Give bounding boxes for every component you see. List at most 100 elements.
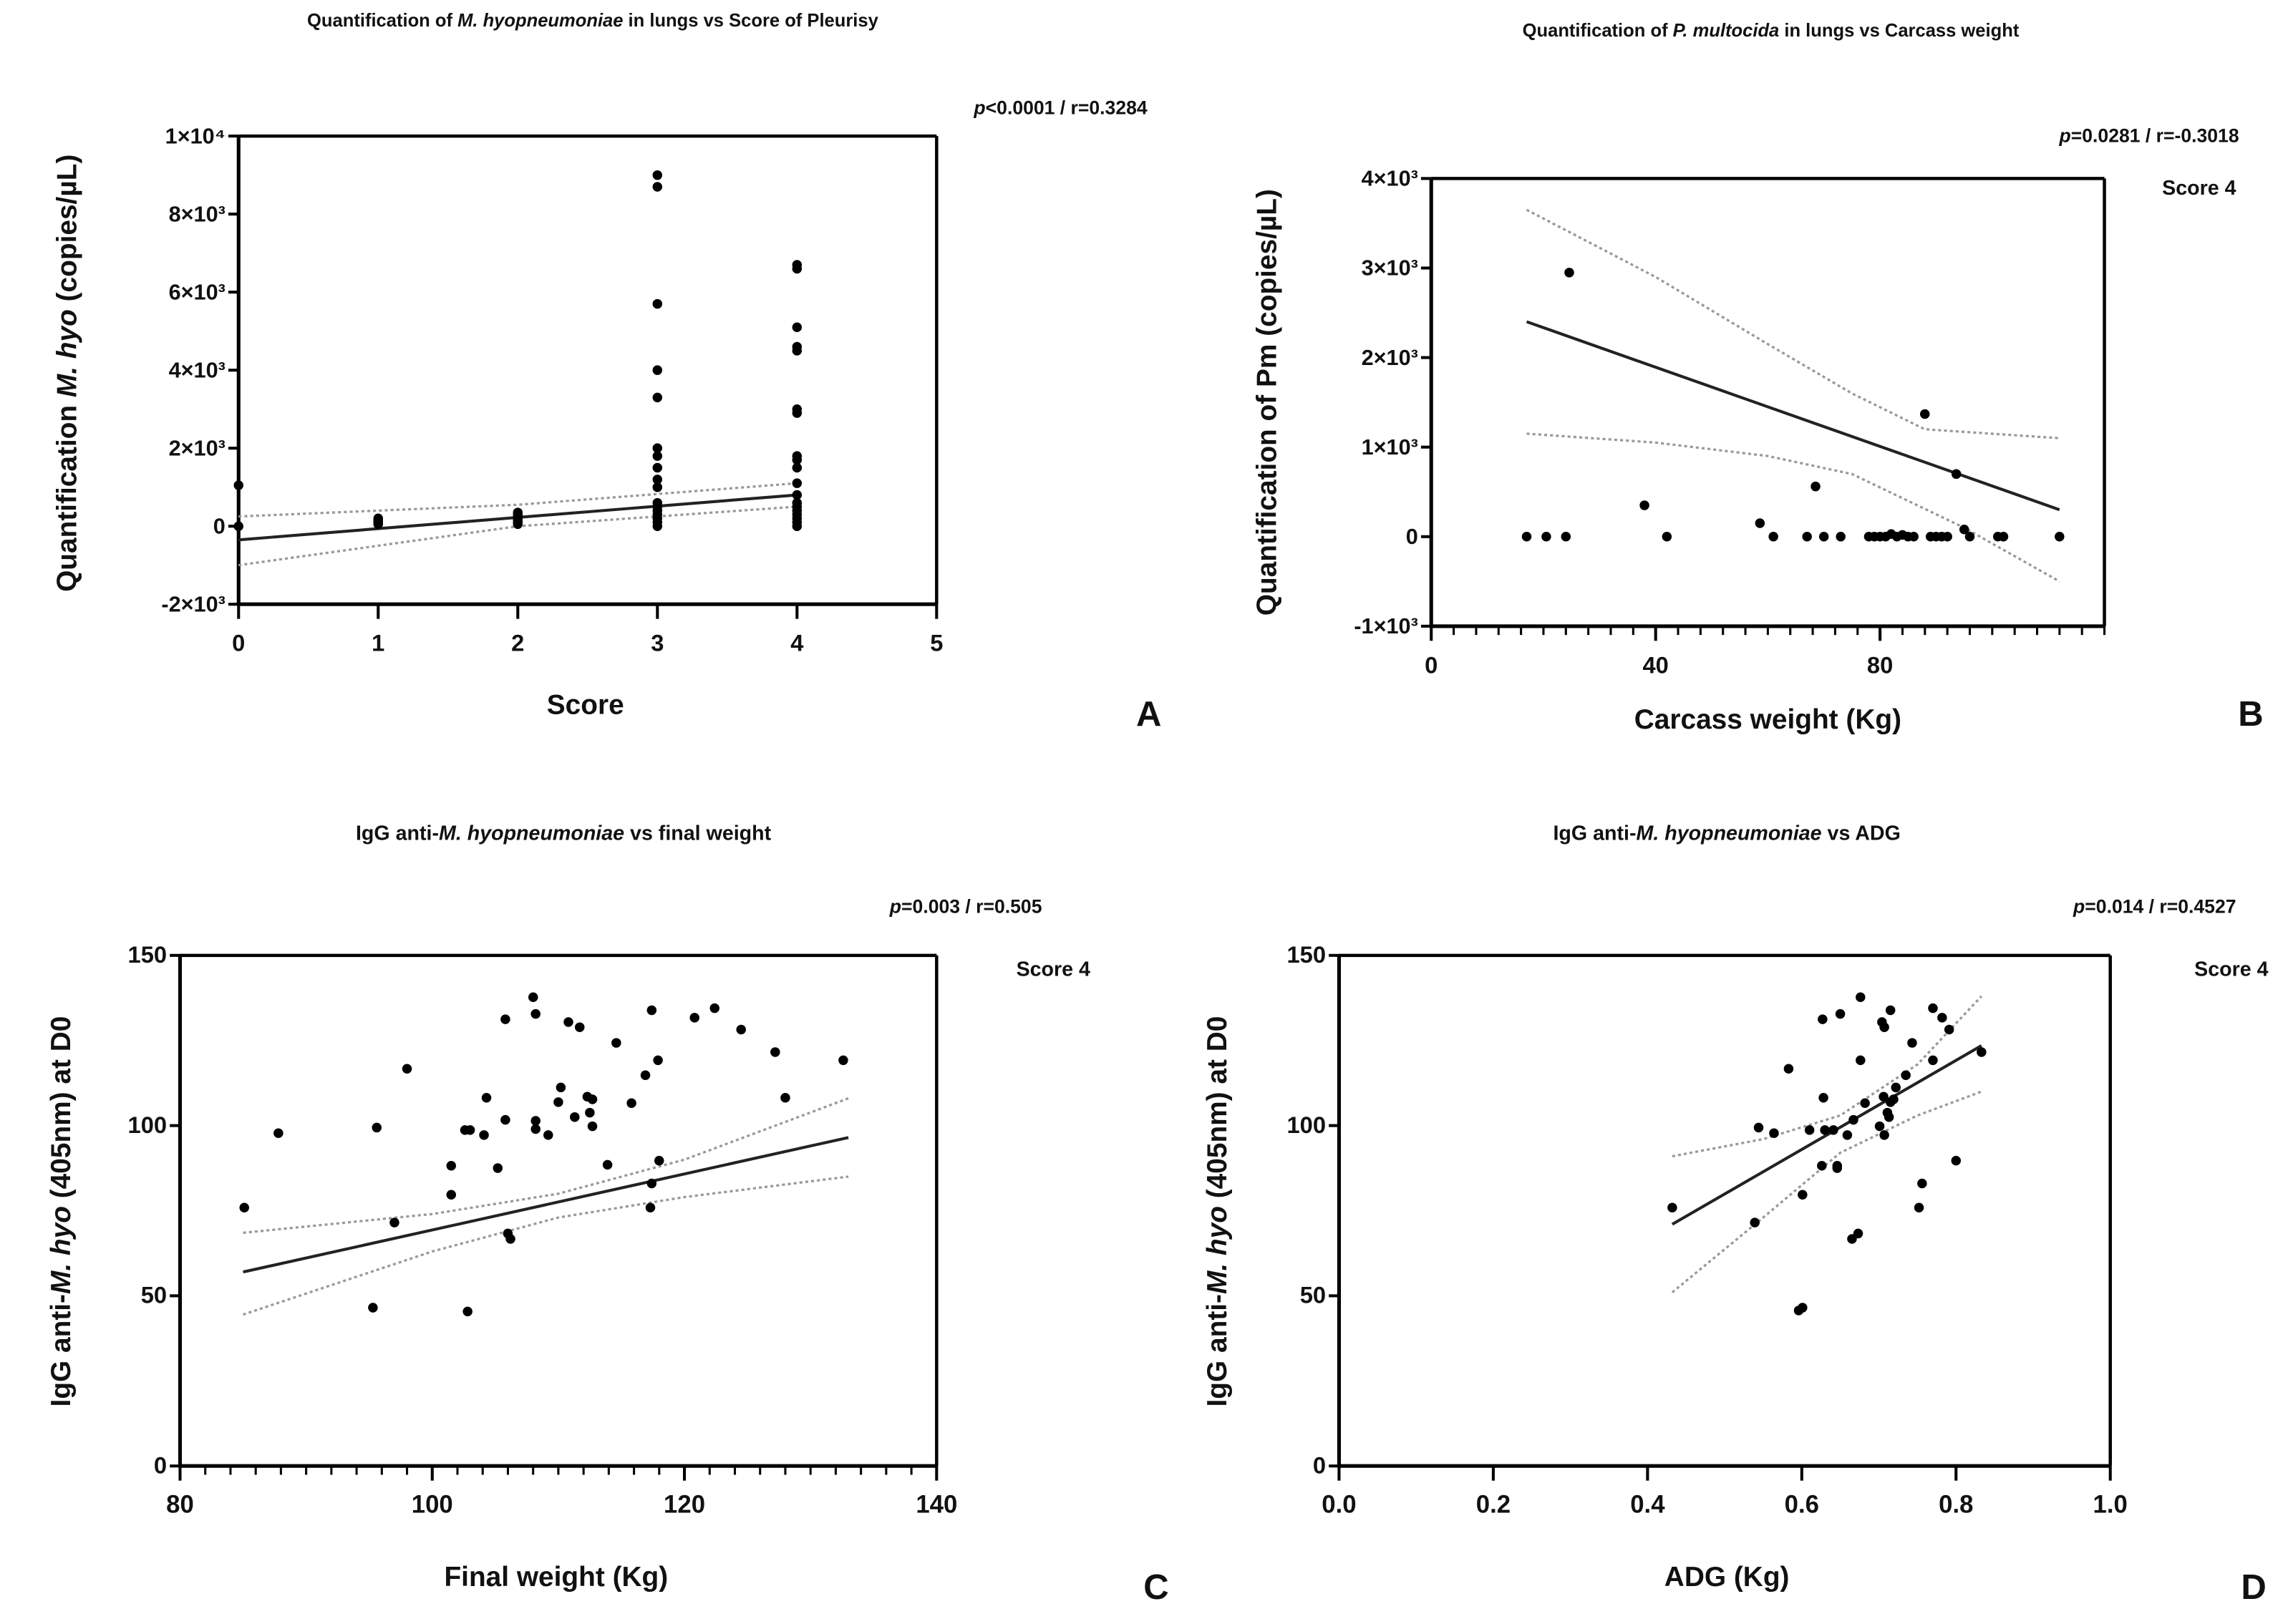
data-point (736, 1024, 746, 1035)
data-point (373, 513, 384, 523)
x-tick-label: 1 (372, 630, 384, 656)
data-point (1820, 1125, 1830, 1135)
data-point (1817, 1161, 1827, 1171)
data-point (1667, 1202, 1677, 1212)
y-axis-label: IgG anti-M. hyo (405nm) at D0 (46, 1016, 77, 1407)
data-point (1951, 1155, 1962, 1166)
y-tick-label: 150 (128, 941, 168, 968)
y-tick-label: 2×10³ (1362, 346, 1418, 370)
chart-title: Quantification of M. hyopneumoniae in lu… (307, 11, 879, 31)
y-tick-label: 100 (1287, 1112, 1327, 1138)
data-point (530, 1124, 541, 1134)
data-point (587, 1094, 598, 1104)
data-point (1907, 1038, 1917, 1048)
text-span: Final weight (Kg) (444, 1562, 668, 1593)
data-point (1901, 1070, 1911, 1080)
regression-line (243, 1136, 849, 1274)
data-point (1959, 525, 1969, 535)
data-point (273, 1128, 283, 1138)
data-point (1802, 532, 1812, 542)
x-tick-label: 120 (664, 1492, 705, 1519)
panel-d-chart: IgG anti-M. hyopneumoniae vs ADGp=0.014 … (1202, 822, 2269, 1607)
data-point (652, 497, 663, 508)
data-point (1889, 1094, 1899, 1104)
data-point (543, 1130, 553, 1140)
data-point (553, 1097, 563, 1107)
data-point (233, 521, 244, 532)
panel-c-chart: IgG anti-M. hyopneumoniae vs final weigh… (46, 822, 1168, 1607)
data-point (1768, 532, 1778, 542)
text-span: IgG anti- (356, 822, 439, 845)
data-point (652, 298, 663, 309)
panel-a-chart: Quantification of M. hyopneumoniae in lu… (52, 11, 1161, 734)
data-point (1879, 1091, 1889, 1102)
text-span: M. hyopneumoniae (439, 822, 624, 845)
data-point (652, 475, 663, 485)
data-point (513, 507, 523, 517)
x-axis-label: Final weight (Kg) (444, 1562, 668, 1593)
data-point (1818, 1092, 1828, 1103)
data-point (1783, 1064, 1794, 1074)
data-point (1835, 1008, 1846, 1019)
panel-b-chart: Quantification of P. multocida in lungs … (1252, 21, 2264, 735)
data-point (792, 462, 803, 473)
text-span: p (973, 97, 985, 118)
data-point (446, 1161, 457, 1171)
data-point (1885, 1005, 1896, 1016)
data-point (528, 992, 538, 1003)
x-axis-label: Carcass weight (Kg) (1634, 704, 1901, 735)
data-point (626, 1098, 636, 1109)
stats-label: p<0.0001 / r=0.3284 (973, 97, 1147, 118)
data-point (1951, 469, 1962, 480)
data-point (1798, 1303, 1808, 1313)
data-point (1828, 1125, 1838, 1135)
data-point (792, 260, 803, 270)
data-point (505, 1234, 515, 1244)
data-point (792, 322, 803, 333)
data-point (1541, 532, 1551, 542)
y-tick-label: 1×10⁴ (165, 124, 226, 148)
data-point (1874, 1121, 1885, 1132)
data-point (1917, 1178, 1927, 1189)
data-point (1804, 1125, 1815, 1135)
ci-lower-line (243, 1175, 849, 1316)
data-point (770, 1047, 780, 1057)
stats-label: p=0.003 / r=0.505 (889, 896, 1042, 918)
data-point (575, 1022, 585, 1032)
data-point (1753, 1122, 1764, 1133)
data-point (563, 1017, 573, 1027)
text-span: Quantification of (307, 11, 457, 31)
data-point (239, 1202, 249, 1212)
data-point (1884, 1112, 1894, 1122)
y-tick-label: 4×10³ (1362, 167, 1418, 191)
data-point (372, 1122, 382, 1133)
chart-title: IgG anti-M. hyopneumoniae vs final weigh… (356, 822, 772, 845)
data-point (233, 480, 244, 490)
ci-upper-line (1526, 208, 2060, 439)
chart-title: IgG anti-M. hyopneumoniae vs ADG (1553, 822, 1900, 845)
data-point (1842, 1130, 1853, 1140)
data-point (530, 1116, 541, 1126)
y-tick-label: 2×10³ (169, 436, 226, 460)
text-span: M. hyo (1202, 1206, 1233, 1294)
regression-line (1671, 1044, 1982, 1226)
data-point (652, 170, 663, 180)
text-span: vs ADG (1822, 822, 1901, 845)
data-point (654, 1155, 664, 1166)
text-span: (405nm) at D0 (1202, 1016, 1233, 1206)
data-point (1818, 532, 1829, 542)
data-point (1750, 1217, 1760, 1227)
data-point (646, 1005, 657, 1016)
text-span: in lungs vs Carcass weight (1779, 21, 2020, 41)
y-tick-label: 50 (141, 1282, 167, 1308)
y-axis-label: Quantification M. hyo (copies/µL) (52, 155, 82, 592)
data-point (556, 1082, 566, 1093)
x-tick-label: 5 (930, 630, 943, 656)
text-span: (405nm) at D0 (46, 1016, 77, 1206)
x-tick-label: 4 (790, 630, 803, 656)
data-point (646, 1178, 657, 1189)
data-point (645, 1202, 656, 1212)
data-point (368, 1303, 378, 1313)
data-point (1944, 1024, 1954, 1035)
